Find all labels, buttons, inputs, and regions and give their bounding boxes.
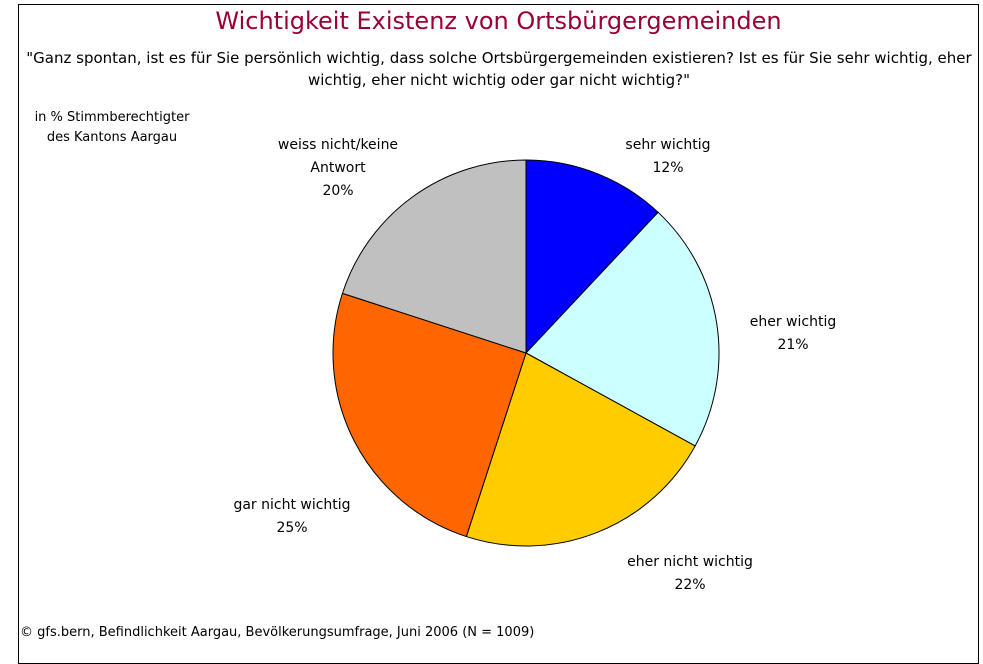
slice-label: sehr wichtig xyxy=(625,137,711,153)
pie-slice xyxy=(465,352,696,547)
slice-label: gar nicht wichtig xyxy=(233,497,351,513)
value-label: 21% xyxy=(777,337,809,353)
slice-label: eher nicht wichtig xyxy=(627,554,753,570)
slice-label: weiss nicht/keine Antwort xyxy=(277,137,399,176)
chart-title: Wichtigkeit Existenz von Ortsbürgergemei… xyxy=(215,7,782,35)
page: {"chart_data": {"type": "pie", "title": … xyxy=(18,4,979,664)
chart xyxy=(332,159,720,547)
value-label: 22% xyxy=(674,577,706,593)
pie-slice xyxy=(525,159,659,355)
chart-subtitle: "Ganz spontan, ist es für Sie persönlich… xyxy=(26,49,972,89)
unit-note: in % Stimmberechtigter des Kantons Aarga… xyxy=(34,110,190,145)
pie-slice xyxy=(525,211,720,447)
value-label: 12% xyxy=(652,160,684,176)
slice-label: eher wichtig xyxy=(749,314,837,330)
value-label: 25% xyxy=(276,520,308,536)
value-label: 20% xyxy=(322,183,354,199)
source: © gfs.bern, Befindlichkeit Aargau, Bevöl… xyxy=(20,625,535,640)
pie-slice xyxy=(332,292,527,538)
pie-slice xyxy=(341,159,527,354)
